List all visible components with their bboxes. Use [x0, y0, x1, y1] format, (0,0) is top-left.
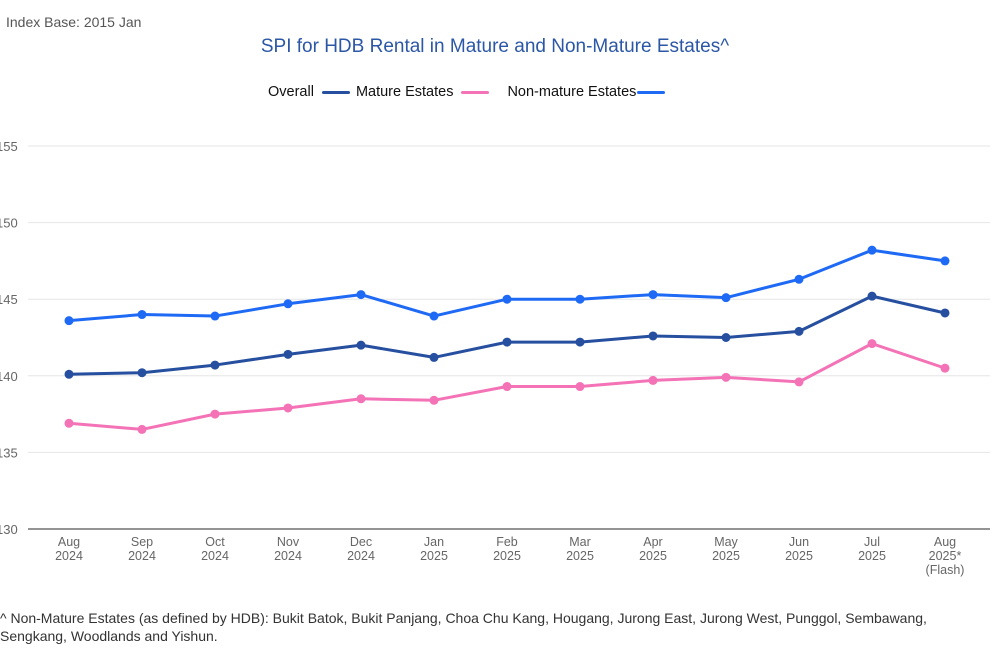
x-tick-label: Aug 2025* (Flash) — [926, 535, 965, 577]
y-tick-label: 150 — [0, 216, 18, 231]
y-tick-label: 140 — [0, 369, 18, 384]
series-line-overall — [67, 294, 947, 376]
data-point-mature-estates[interactable] — [575, 382, 585, 392]
series-line-non-mature-estates — [67, 248, 947, 323]
data-point-non-mature-estates[interactable] — [940, 256, 950, 266]
chart-title: SPI for HDB Rental in Mature and Non-Mat… — [260, 36, 730, 57]
data-point-non-mature-estates[interactable] — [794, 274, 804, 284]
data-point-overall[interactable] — [648, 331, 658, 341]
data-point-non-mature-estates[interactable] — [283, 299, 293, 309]
legend-label-overall[interactable]: Overall — [268, 84, 314, 100]
data-point-overall[interactable] — [356, 340, 366, 350]
gridlines — [28, 145, 990, 530]
data-point-mature-estates[interactable] — [64, 418, 74, 428]
data-point-non-mature-estates[interactable] — [356, 290, 366, 300]
data-point-non-mature-estates[interactable] — [64, 316, 74, 326]
data-point-overall[interactable] — [283, 349, 293, 359]
x-tick-label: Jan 2025 — [420, 535, 448, 563]
data-point-overall[interactable] — [940, 308, 950, 318]
data-point-mature-estates[interactable] — [940, 363, 950, 373]
data-point-non-mature-estates[interactable] — [575, 294, 585, 304]
data-point-mature-estates[interactable] — [137, 424, 147, 434]
data-point-overall[interactable] — [721, 333, 731, 342]
data-point-mature-estates[interactable] — [648, 375, 658, 385]
data-point-mature-estates[interactable] — [283, 403, 293, 413]
y-tick-label: 155 — [0, 139, 18, 154]
data-point-non-mature-estates[interactable] — [137, 310, 147, 320]
x-axis: Aug 2024 Sep 2024 Oct 2024 Nov 2024 Dec 2024 Jan 20… — [55, 535, 964, 577]
data-point-overall[interactable] — [867, 291, 877, 301]
data-point-mature-estates[interactable] — [721, 372, 731, 382]
x-tick-label: Sep 2024 — [128, 535, 156, 563]
data-point-non-mature-estates[interactable] — [721, 293, 731, 303]
data-point-overall[interactable] — [137, 368, 147, 378]
index-base-note: Index Base: 2015 Jan — [6, 14, 142, 30]
legend-swatch-overall[interactable] — [321, 90, 350, 94]
x-tick-label: Jul 2025 — [858, 535, 886, 563]
footnote: ^ Non-Mature Estates (as defined by HDB)… — [0, 610, 927, 644]
x-tick-label: Mar 2025 — [566, 535, 594, 563]
x-tick-label: Jun 2025 — [785, 535, 813, 563]
data-point-overall[interactable] — [64, 369, 74, 379]
data-point-non-mature-estates[interactable] — [210, 311, 220, 321]
x-tick-label: May 2025 — [712, 535, 740, 563]
y-tick-label: 145 — [0, 292, 18, 307]
y-tick-label: 135 — [0, 445, 18, 460]
x-tick-label: Aug 2024 — [55, 535, 83, 563]
x-tick-label: Apr 2025 — [639, 535, 667, 563]
data-point-non-mature-estates[interactable] — [502, 294, 512, 304]
series-points — [64, 245, 950, 434]
legend-swatch-non-mature[interactable] — [637, 90, 666, 94]
legend-label-non-mature[interactable]: Non-mature Estates — [507, 84, 637, 100]
data-point-mature-estates[interactable] — [210, 409, 220, 419]
chart-legend: Overall Mature Estates Non-mature Estate… — [268, 84, 671, 100]
x-tick-label: Dec 2024 — [347, 535, 375, 563]
data-point-mature-estates[interactable] — [429, 395, 439, 405]
data-point-non-mature-estates[interactable] — [429, 311, 439, 321]
data-point-mature-estates[interactable] — [867, 339, 877, 349]
data-point-mature-estates[interactable] — [794, 377, 804, 387]
data-point-mature-estates[interactable] — [356, 394, 366, 404]
legend-label-mature[interactable]: Mature Estates — [355, 84, 454, 100]
y-tick-label: 130 — [0, 522, 18, 537]
data-point-overall[interactable] — [575, 337, 585, 347]
data-point-overall[interactable] — [502, 337, 512, 347]
data-point-overall[interactable] — [429, 352, 439, 362]
x-tick-label: Nov 2024 — [274, 535, 302, 563]
data-point-non-mature-estates[interactable] — [648, 290, 658, 300]
legend-swatch-mature[interactable] — [461, 90, 490, 94]
y-axis: 130 135 140 145 150 155 — [0, 139, 18, 537]
data-point-overall[interactable] — [210, 360, 220, 370]
data-point-overall[interactable] — [794, 326, 804, 336]
data-point-mature-estates[interactable] — [502, 382, 512, 392]
data-point-non-mature-estates[interactable] — [867, 245, 877, 255]
x-tick-label: Oct 2024 — [201, 535, 229, 563]
x-tick-label: Feb 2025 — [493, 535, 521, 563]
